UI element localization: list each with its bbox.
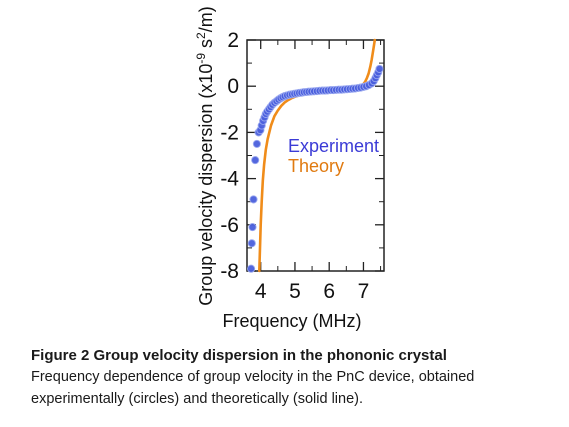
y-tick-label: -2	[220, 121, 239, 144]
experiment-point	[375, 64, 384, 73]
legend-experiment: Experiment	[288, 136, 379, 156]
x-tick-label: 6	[323, 280, 335, 303]
caption-title: Figure 2 Group velocity dispersion in th…	[31, 347, 447, 364]
y-tick-label: 2	[227, 29, 239, 52]
y-axis-title-exp2: 2	[194, 32, 208, 39]
y-tick-label: -8	[220, 260, 239, 283]
x-tick-label: 7	[358, 280, 370, 303]
x-tick-label: 5	[289, 280, 301, 303]
y-tick-label: -4	[220, 168, 239, 191]
y-axis-title-suffix: /m)	[196, 6, 216, 32]
y-axis-title-exp1: -9	[194, 53, 208, 64]
points-layer	[247, 64, 384, 273]
x-tick-label: 4	[255, 280, 267, 303]
caption-body: Frequency dependence of group velocity i…	[31, 369, 475, 407]
experiment-point	[247, 264, 256, 273]
experiment-point	[248, 223, 257, 232]
experiment-point	[249, 195, 258, 204]
experiment-point	[252, 139, 261, 148]
y-axis-title-mid: s	[196, 39, 216, 53]
y-tick-label: -6	[220, 214, 239, 237]
legend-theory: Theory	[288, 156, 344, 176]
y-axis-title-prefix: Group velocity dispersion (x10	[196, 64, 216, 306]
y-axis-title: Group velocity dispersion (x10-9 s2/m)	[194, 6, 216, 306]
chart: 4 5 6 7 -8 -6 -4 -2 0 2 Experiment Theory Frequen…	[194, 6, 385, 331]
y-tick-label: 0	[227, 75, 239, 98]
labels-layer: 4 5 6 7 -8 -6 -4 -2 0 2	[220, 29, 369, 303]
experiment-point	[247, 239, 256, 248]
figure-caption: Figure 2 Group velocity dispersion in th…	[31, 345, 561, 410]
experiment-point	[251, 156, 260, 165]
x-axis-title: Frequency (MHz)	[222, 311, 361, 331]
